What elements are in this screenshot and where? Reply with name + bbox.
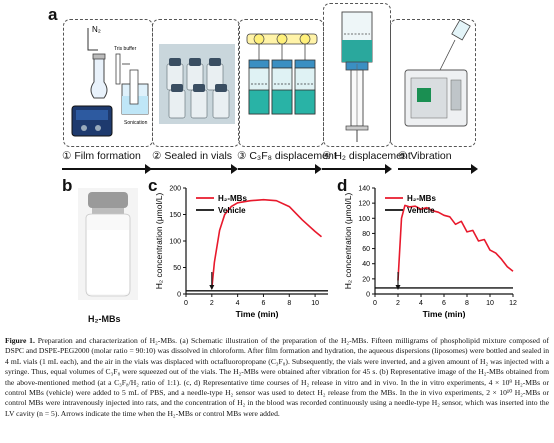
caption-text: Preparation and characterization of H₂-M…: [5, 336, 550, 418]
x-tick-label: 8: [465, 300, 469, 307]
process-arrow-5: [398, 164, 478, 174]
chart-d: 0 20 40 60 80 100 120 140 0 2 4 6 8 10 12 Time (min) H₂ …: [343, 186, 517, 320]
x-tick-label: 2: [210, 300, 214, 307]
step-label-c3f8-displacement: ③ C₃F₈ displacement: [237, 150, 337, 162]
panel-label-a: a: [48, 5, 58, 24]
step-label-vibration: ⑤ Vibration: [398, 150, 452, 162]
h2-mbs-vial-photo: [78, 188, 138, 300]
panel-label-c: c: [148, 176, 158, 195]
vibration-illustration: [404, 19, 471, 127]
tris-buffer-label: Tris buffer: [114, 46, 137, 52]
step5-box: [390, 19, 476, 147]
figure-caption: Figure 1. Preparation and characterizati…: [5, 336, 549, 419]
x-tick-label: 10: [311, 300, 319, 307]
y-tick-label: 50: [173, 265, 181, 272]
legend-label-h2-mbs: H₂-MBs: [407, 194, 436, 203]
nitrogen-label: N₂: [92, 25, 101, 34]
y-tick-label: 100: [358, 216, 370, 223]
x-tick-label: 12: [509, 300, 517, 307]
x-axis-label: Time (min): [423, 309, 466, 319]
c3f8-displacement-illustration: [246, 33, 318, 115]
y-tick-label: 100: [169, 239, 181, 246]
panel-label-d: d: [337, 176, 348, 195]
photo-label: H₂-MBs: [88, 314, 121, 324]
legend-label-vehicle: Vehicle: [218, 206, 246, 215]
addition-arrowhead: [209, 285, 215, 290]
process-arrow-1: [62, 164, 152, 174]
addition-arrowhead: [395, 285, 401, 290]
process-arrow-4: [322, 164, 392, 174]
sealed-vials-photo: [159, 44, 235, 124]
process-arrow-2: [150, 164, 238, 174]
y-tick-label: 20: [362, 276, 370, 283]
x-tick-label: 4: [419, 300, 423, 307]
x-tick-label: 8: [287, 300, 291, 307]
y-tick-label: 0: [366, 292, 370, 299]
step1-box: N₂ Tris buffer Sonication: [63, 19, 153, 147]
y-tick-label: 200: [169, 186, 181, 193]
step-label-sealed-in-vials: ② Sealed in vials: [152, 150, 233, 162]
panel-label-b: b: [62, 176, 73, 195]
step-label-film-formation: ① Film formation: [62, 150, 141, 162]
y-tick-label: 40: [362, 261, 370, 268]
y-tick-label: 140: [358, 186, 370, 193]
x-tick-label: 0: [184, 300, 188, 307]
y-tick-label: 150: [169, 212, 181, 219]
y-tick-label: 60: [362, 246, 370, 253]
x-tick-label: 0: [373, 300, 377, 307]
x-tick-label: 6: [262, 300, 266, 307]
step3-box: [238, 19, 324, 147]
step4-box: [323, 3, 391, 147]
y-tick-label: 120: [358, 201, 370, 208]
chart-c: 0 50 100 150 200 0 2 4 6 8 10 Time (min) H₂ concentr…: [154, 186, 328, 319]
series-line-h2-mbs: [397, 204, 514, 281]
step-label-h2-displacement: ④ H₂ displacement: [322, 150, 411, 162]
series-line-h2-mbs: [211, 198, 323, 289]
y-axis-label: H₂ concentration (μmol/L): [343, 193, 353, 290]
x-tick-label: 10: [486, 300, 494, 307]
y-axis-label: H₂ concentration (μmol/L): [154, 193, 164, 290]
film-formation-illustration: N₂ Tris buffer Sonication: [71, 25, 149, 137]
x-tick-label: 6: [442, 300, 446, 307]
y-tick-label: 0: [177, 292, 181, 299]
caption-lead: Figure 1.: [5, 336, 35, 345]
legend-label-vehicle: Vehicle: [407, 206, 435, 215]
x-tick-label: 4: [236, 300, 240, 307]
y-tick-label: 80: [362, 231, 370, 238]
legend-label-h2-mbs: H₂-MBs: [218, 194, 247, 203]
step2-box: [152, 19, 240, 147]
x-tick-label: 2: [396, 300, 400, 307]
x-axis-label: Time (min): [236, 309, 279, 319]
sonication-label: Sonication: [124, 120, 148, 126]
process-arrow-3: [238, 164, 322, 174]
h2-displacement-illustration: [341, 11, 373, 142]
